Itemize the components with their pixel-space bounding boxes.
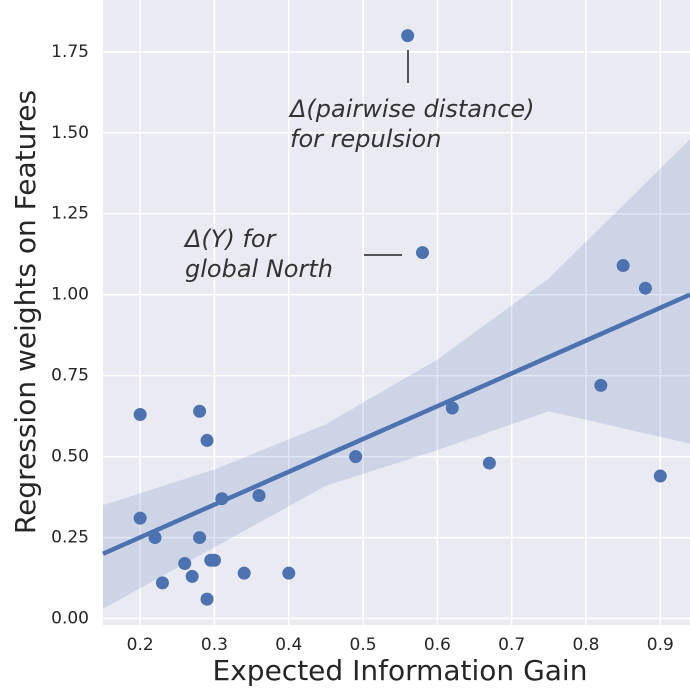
x-tick-label: 0.4: [275, 635, 302, 655]
data-point: [638, 281, 652, 295]
data-point: [482, 456, 496, 470]
data-point: [200, 433, 214, 447]
data-point: [594, 378, 608, 392]
data-point: [215, 492, 229, 506]
y-axis-label: Regression weights on Features: [9, 90, 42, 534]
data-point: [185, 569, 199, 583]
annotation: Δ(Y) for: [183, 225, 278, 253]
y-tick-label: 0.50: [51, 447, 89, 467]
y-tick-label: 1.00: [51, 285, 89, 305]
data-point: [193, 531, 207, 545]
x-tick-label: 0.2: [127, 635, 154, 655]
annotation: for repulsion: [290, 125, 441, 153]
y-tick-label: 1.25: [51, 204, 89, 224]
annotation: global North: [185, 255, 333, 283]
x-axis-label: Expected Information Gain: [213, 654, 588, 687]
x-tick-label: 0.8: [572, 635, 599, 655]
data-point: [193, 404, 207, 418]
data-point: [252, 488, 266, 502]
x-tick-label: 0.6: [424, 635, 451, 655]
y-tick-label: 0.25: [51, 528, 89, 548]
plot-background: [103, 0, 690, 625]
data-point: [155, 576, 169, 590]
x-tick-label: 0.9: [647, 635, 674, 655]
data-point: [616, 259, 630, 273]
data-point: [133, 511, 147, 525]
data-point: [401, 29, 415, 43]
data-point: [200, 592, 214, 606]
data-point: [133, 408, 147, 422]
x-tick-label: 0.3: [201, 635, 228, 655]
data-point: [282, 566, 296, 580]
y-tick-label: 1.75: [51, 42, 89, 62]
data-point: [178, 556, 192, 570]
y-tick-label: 1.50: [51, 123, 89, 143]
data-point: [237, 566, 251, 580]
data-point: [445, 401, 459, 415]
y-tick-label: 0.75: [51, 366, 89, 386]
data-point: [653, 469, 667, 483]
x-tick-label: 0.5: [350, 635, 377, 655]
regression-line: [102, 292, 690, 556]
data-point: [349, 450, 363, 464]
x-tick-label: 0.7: [498, 635, 525, 655]
data-point: [148, 531, 162, 545]
data-point: [416, 246, 430, 260]
data-point: [207, 553, 221, 567]
y-tick-label: 0.00: [51, 609, 89, 629]
annotation: Δ(pairwise distance): [288, 95, 535, 123]
